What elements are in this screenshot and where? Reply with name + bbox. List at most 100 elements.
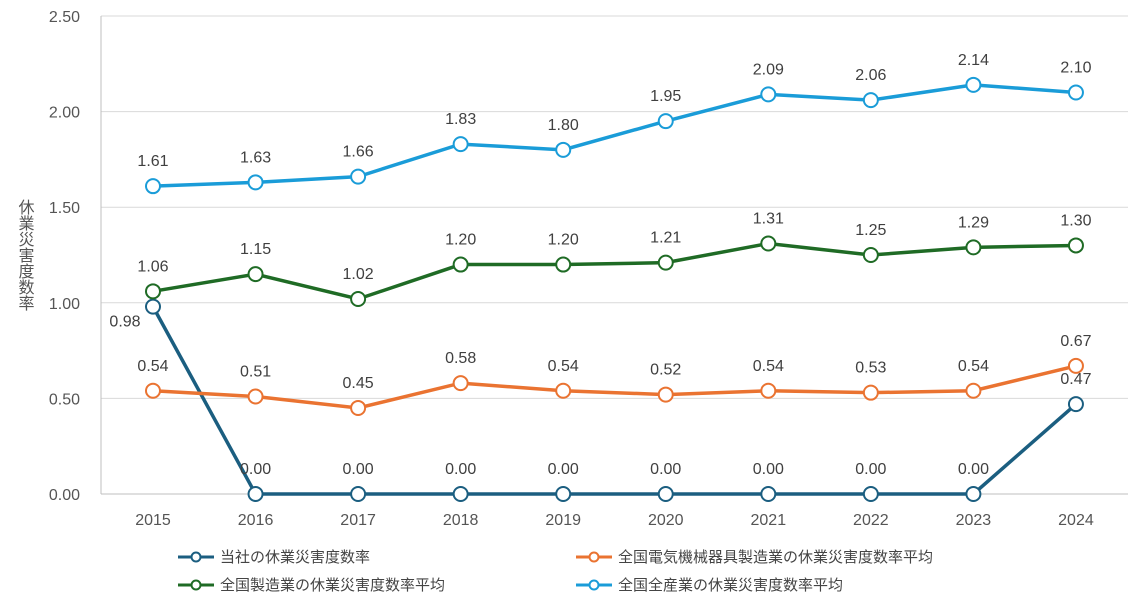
data-label: 0.53 — [855, 360, 886, 377]
legend-label: 全国全産業の休業災害度数率平均 — [618, 577, 844, 594]
y-tick-label: 1.50 — [49, 200, 80, 217]
data-label: 1.25 — [855, 222, 886, 239]
legend-label: 全国製造業の休業災害度数率平均 — [220, 577, 446, 594]
data-label: 0.00 — [958, 461, 989, 478]
data-label: 1.20 — [548, 232, 579, 249]
data-point — [145, 298, 161, 315]
data-point — [965, 486, 982, 502]
data-label: 0.00 — [548, 461, 579, 478]
data-point — [1067, 357, 1084, 374]
series-line-0 — [151, 305, 1078, 496]
data-point — [350, 486, 367, 502]
data-label: 1.21 — [650, 230, 681, 247]
y-tick-label: 1.00 — [49, 296, 80, 313]
data-label: 1.06 — [137, 258, 168, 275]
data-label: 1.31 — [753, 211, 784, 228]
data-label: 2.14 — [958, 52, 989, 69]
data-label: 0.00 — [650, 461, 681, 478]
legend-label: 全国電気機械器具製造業の休業災害度数率平均 — [618, 549, 934, 566]
y-tick-label: 0.00 — [49, 487, 80, 504]
data-point — [452, 256, 469, 273]
data-point — [145, 382, 161, 399]
legend-item-0: 当社の休業災害度数率 — [176, 546, 370, 567]
data-point — [657, 486, 674, 502]
data-label: 1.15 — [240, 241, 271, 258]
data-label: 1.80 — [548, 117, 579, 134]
data-point — [555, 256, 572, 273]
data-point — [452, 375, 469, 392]
data-point — [1067, 396, 1084, 413]
data-point — [760, 86, 777, 103]
data-point — [760, 486, 777, 502]
data-point — [760, 382, 777, 399]
data-point — [247, 174, 264, 191]
y-tick-label: 2.50 — [49, 9, 80, 26]
series-line-1 — [152, 364, 1077, 410]
data-point — [145, 283, 161, 300]
data-point — [350, 399, 367, 416]
data-label: 1.29 — [958, 214, 989, 231]
data-point — [965, 382, 982, 399]
data-point — [1067, 84, 1084, 101]
legend-item-3: 全国全産業の休業災害度数率平均 — [574, 574, 843, 595]
data-label: 0.54 — [137, 358, 168, 375]
data-point — [965, 76, 982, 93]
data-label: 1.20 — [445, 232, 476, 249]
data-point — [247, 266, 264, 283]
x-tick-label: 2019 — [545, 512, 581, 529]
data-label: 0.47 — [1060, 371, 1091, 388]
x-tick-label: 2022 — [853, 512, 889, 529]
data-point — [657, 254, 674, 271]
data-point — [657, 386, 674, 403]
data-point — [452, 486, 469, 502]
data-label: 0.98 — [109, 314, 140, 331]
data-label: 1.02 — [343, 266, 374, 283]
data-point — [145, 178, 161, 195]
x-tick-label: 2024 — [1058, 512, 1094, 529]
data-point — [862, 486, 879, 502]
data-point — [657, 113, 674, 130]
x-tick-label: 2015 — [135, 512, 171, 529]
data-label: 2.06 — [855, 67, 886, 84]
data-point — [350, 290, 367, 307]
x-tick-label: 2023 — [956, 512, 992, 529]
data-label: 0.00 — [753, 461, 784, 478]
series-line-2 — [152, 241, 1076, 301]
data-label: 1.61 — [137, 153, 168, 170]
data-point — [350, 168, 367, 185]
data-point — [247, 388, 264, 405]
x-tick-label: 2020 — [648, 512, 684, 529]
line-chart: 0.00 0.50 1.00 1.50 2.00 2.50 2015 2016 2017 2018… — [16, 9, 1128, 529]
legend-item-1: 全国電気機械器具製造業の休業災害度数率平均 — [574, 546, 933, 567]
data-label: 0.58 — [445, 350, 476, 367]
data-label: 0.52 — [650, 362, 681, 379]
data-point — [247, 486, 264, 502]
data-point — [965, 239, 982, 256]
x-tick-label: 2018 — [443, 512, 479, 529]
series-line-3 — [152, 83, 1077, 188]
data-label: 0.00 — [240, 461, 271, 478]
data-label: 0.00 — [855, 461, 886, 478]
y-axis-label: 休業災害度数率 — [16, 199, 35, 311]
data-label: 0.54 — [548, 358, 579, 375]
data-point — [862, 92, 879, 109]
legend-item-2: 全国製造業の休業災害度数率平均 — [176, 574, 445, 595]
data-label: 0.54 — [958, 358, 989, 375]
x-tick-label: 2017 — [340, 512, 376, 529]
data-point — [862, 247, 879, 263]
data-point — [1067, 237, 1084, 254]
data-point — [555, 141, 572, 158]
y-tick-label: 2.00 — [49, 105, 80, 122]
data-point — [555, 486, 572, 502]
data-point — [452, 136, 469, 153]
data-label: 0.45 — [343, 375, 374, 392]
data-label: 1.63 — [240, 149, 271, 166]
data-label: 0.51 — [240, 363, 271, 380]
data-point — [862, 384, 879, 401]
data-label: 2.10 — [1060, 59, 1091, 76]
data-label: 0.00 — [343, 461, 374, 478]
data-point — [555, 382, 572, 399]
data-label: 0.54 — [753, 358, 784, 375]
x-tick-label: 2016 — [238, 512, 274, 529]
data-label: 1.30 — [1060, 212, 1091, 229]
